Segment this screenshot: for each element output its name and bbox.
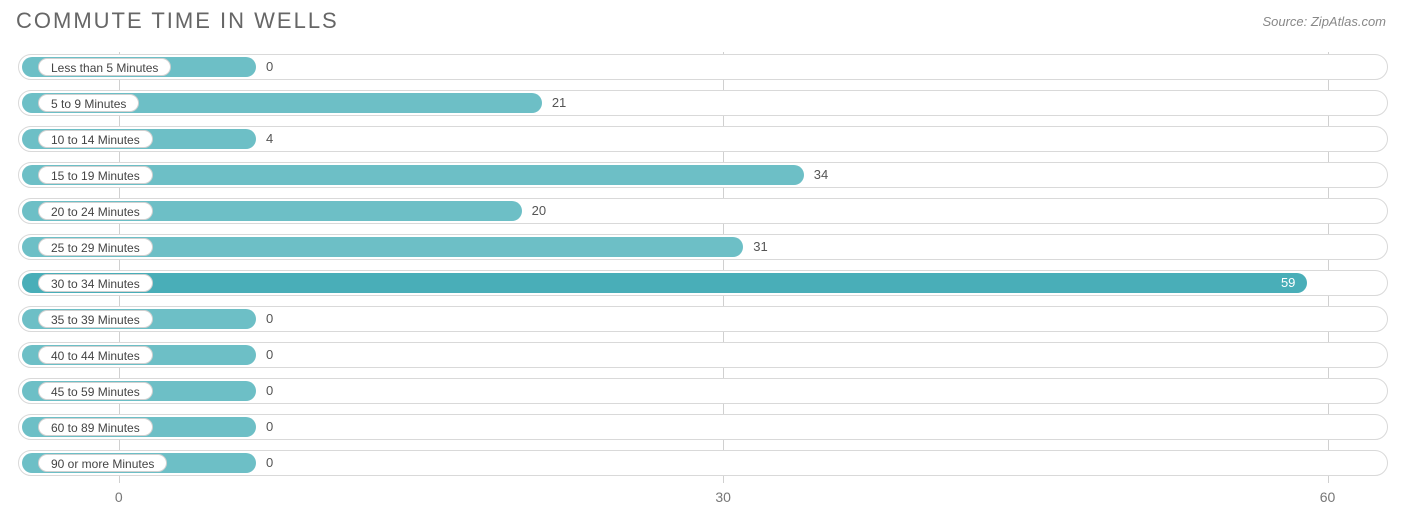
bar-value-label: 20 [532, 196, 546, 226]
source-attribution: Source: ZipAtlas.com [1262, 14, 1386, 29]
category-badge: 45 to 59 Minutes [38, 382, 153, 400]
chart-plot-area: Less than 5 Minutes 0 5 to 9 Minutes 21 10 t… [18, 52, 1388, 483]
bar-value-label: 0 [266, 52, 273, 82]
category-badge: 30 to 34 Minutes [38, 274, 153, 292]
chart-title: COMMUTE TIME IN WELLS [16, 8, 339, 34]
bar-value-label: 0 [266, 412, 273, 442]
bar-row: 45 to 59 Minutes 0 [18, 376, 1388, 406]
bar-row: 30 to 34 Minutes 59 [18, 268, 1388, 298]
bar-row: 40 to 44 Minutes 0 [18, 340, 1388, 370]
category-badge: 15 to 19 Minutes [38, 166, 153, 184]
category-badge: 40 to 44 Minutes [38, 346, 153, 364]
bar-value-label: 21 [552, 88, 566, 118]
bar-row: 20 to 24 Minutes 20 [18, 196, 1388, 226]
bar-value-label: 59 [1281, 268, 1295, 298]
category-badge: 60 to 89 Minutes [38, 418, 153, 436]
category-badge: 25 to 29 Minutes [38, 238, 153, 256]
bar-value-label: 0 [266, 340, 273, 370]
axis-tick-label: 60 [1320, 489, 1336, 505]
bar-row: 10 to 14 Minutes 4 [18, 124, 1388, 154]
axis-tick-label: 30 [715, 489, 731, 505]
bar-row: 90 or more Minutes 0 [18, 448, 1388, 478]
bar-row: 60 to 89 Minutes 0 [18, 412, 1388, 442]
bar-value-label: 0 [266, 448, 273, 478]
bar-row: Less than 5 Minutes 0 [18, 52, 1388, 82]
chart-container: COMMUTE TIME IN WELLS Source: ZipAtlas.c… [0, 0, 1406, 523]
bar-row: 25 to 29 Minutes 31 [18, 232, 1388, 262]
bar-row: 5 to 9 Minutes 21 [18, 88, 1388, 118]
bar-fill [22, 273, 1307, 293]
axis-tick-label: 0 [115, 489, 123, 505]
bar-value-label: 0 [266, 304, 273, 334]
bar-value-label: 4 [266, 124, 273, 154]
bar-row: 15 to 19 Minutes 34 [18, 160, 1388, 190]
category-badge: 20 to 24 Minutes [38, 202, 153, 220]
category-badge: Less than 5 Minutes [38, 58, 171, 76]
category-badge: 35 to 39 Minutes [38, 310, 153, 328]
category-badge: 10 to 14 Minutes [38, 130, 153, 148]
bar-value-label: 31 [753, 232, 767, 262]
category-badge: 5 to 9 Minutes [38, 94, 139, 112]
bar-value-label: 34 [814, 160, 828, 190]
bar-value-label: 0 [266, 376, 273, 406]
bar-row: 35 to 39 Minutes 0 [18, 304, 1388, 334]
x-axis: 0 30 60 [18, 489, 1388, 509]
category-badge: 90 or more Minutes [38, 454, 167, 472]
